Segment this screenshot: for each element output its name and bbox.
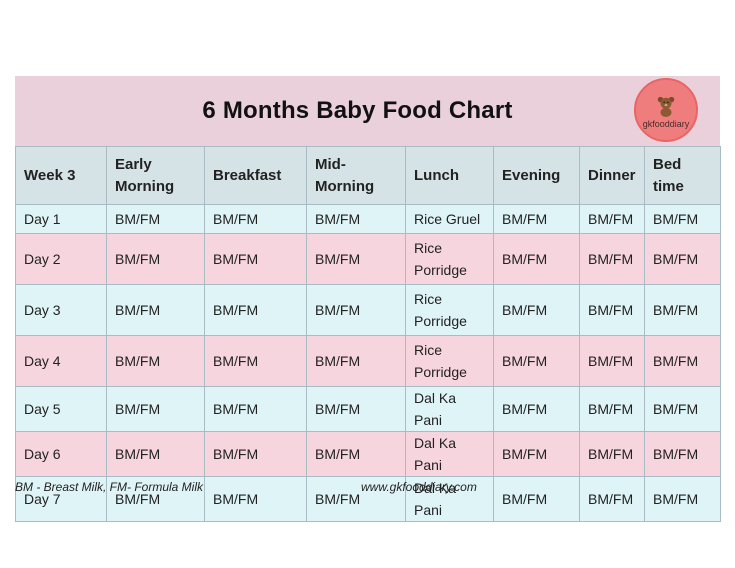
table-cell: BM/FM	[493, 233, 580, 285]
table-cell: BM/FM	[306, 335, 406, 387]
table-cell: BM/FM	[644, 233, 721, 285]
table-cell: Day 7	[15, 476, 107, 522]
table-cell: Day 3	[15, 284, 107, 336]
teddy-bear-icon	[657, 96, 675, 117]
table-cell: BM/FM	[579, 335, 645, 387]
column-header: Breakfast	[204, 146, 307, 205]
table-cell: BM/FM	[579, 233, 645, 285]
table-cell: BM/FM	[306, 204, 406, 234]
table-cell: BM/FM	[493, 204, 580, 234]
column-header: Lunch	[405, 146, 494, 205]
table-cell: BM/FM	[106, 284, 205, 336]
table-cell: BM/FM	[579, 431, 645, 477]
table-cell: Rice Porridge	[405, 233, 494, 285]
table-row: Day 1 BM/FM BM/FM BM/FM Rice Gruel BM/FM…	[15, 204, 721, 234]
title-bar: 6 Months Baby Food Chart gkfooddiary	[15, 76, 720, 146]
table-cell: BM/FM	[306, 431, 406, 477]
table-cell: BM/FM	[644, 204, 721, 234]
table-cell: BM/FM	[204, 431, 307, 477]
table-cell: BM/FM	[204, 233, 307, 285]
table-cell: BM/FM	[204, 284, 307, 336]
table-cell: BM/FM	[106, 386, 205, 432]
logo: gkfooddiary	[634, 78, 698, 142]
logo-text: gkfooddiary	[642, 119, 690, 129]
table-cell: Rice Porridge	[405, 284, 494, 336]
table-row: Day 2 BM/FM BM/FM BM/FM Rice Porridge BM…	[15, 233, 721, 285]
table-cell: Day 4	[15, 335, 107, 387]
table-cell: Dal Ka Pani	[405, 476, 494, 522]
footer-website: www.gkfooddiary.com	[361, 480, 477, 494]
table-row: Day 4 BM/FM BM/FM BM/FM Rice Porridge BM…	[15, 335, 721, 387]
table-row: Day 5 BM/FM BM/FM BM/FM Dal Ka Pani BM/F…	[15, 386, 721, 432]
table-cell: Day 6	[15, 431, 107, 477]
table-cell: BM/FM	[306, 476, 406, 522]
table-cell: Rice Gruel	[405, 204, 494, 234]
table-cell: BM/FM	[493, 335, 580, 387]
table-cell: BM/FM	[493, 386, 580, 432]
table-cell: BM/FM	[579, 386, 645, 432]
table-cell: BM/FM	[204, 386, 307, 432]
table-cell: Dal Ka Pani	[405, 386, 494, 432]
table-cell: BM/FM	[106, 476, 205, 522]
table-cell: BM/FM	[579, 284, 645, 336]
table-cell: BM/FM	[306, 284, 406, 336]
column-header: Early Morning	[106, 146, 205, 205]
table-cell: BM/FM	[579, 204, 645, 234]
food-table: Week 3 Early Morning Breakfast Mid-Morni…	[15, 146, 721, 522]
table-cell: BM/FM	[644, 284, 721, 336]
table-cell: BM/FM	[493, 284, 580, 336]
table-row: Day 6 BM/FM BM/FM BM/FM Dal Ka Pani BM/F…	[15, 431, 721, 477]
table-cell: Day 2	[15, 233, 107, 285]
table-cell: Day 5	[15, 386, 107, 432]
column-header: Evening	[493, 146, 580, 205]
table-row: Day 3 BM/FM BM/FM BM/FM Rice Porridge BM…	[15, 284, 721, 336]
table-cell: BM/FM	[204, 476, 307, 522]
column-header: Mid-Morning	[306, 146, 406, 205]
table-cell: BM/FM	[306, 386, 406, 432]
column-header: Dinner	[579, 146, 645, 205]
table-cell: BM/FM	[106, 335, 205, 387]
table-cell: Dal Ka Pani	[405, 431, 494, 477]
table-cell: BM/FM	[106, 431, 205, 477]
table-cell: BM/FM	[106, 233, 205, 285]
table-cell: BM/FM	[493, 431, 580, 477]
table-cell: BM/FM	[306, 233, 406, 285]
column-header: Bed time	[644, 146, 721, 205]
table-cell: BM/FM	[644, 386, 721, 432]
footer-legend: BM - Breast Milk, FM- Formula Milk	[15, 480, 204, 494]
header-row: Week 3 Early Morning Breakfast Mid-Morni…	[15, 146, 721, 205]
table-row: Day 7 BM/FM BM/FM BM/FM Dal Ka Pani BM/F…	[15, 476, 721, 522]
table-cell: BM/FM	[204, 335, 307, 387]
table-cell: BM/FM	[644, 476, 721, 522]
table-cell: BM/FM	[106, 204, 205, 234]
column-header: Week 3	[15, 146, 107, 205]
table-cell: BM/FM	[644, 431, 721, 477]
table-cell: BM/FM	[579, 476, 645, 522]
table-cell: BM/FM	[204, 204, 307, 234]
table-cell: BM/FM	[493, 476, 580, 522]
food-chart: 6 Months Baby Food Chart gkfooddiary Wee…	[15, 76, 721, 522]
table-cell: BM/FM	[644, 335, 721, 387]
table-cell: Rice Porridge	[405, 335, 494, 387]
table-cell: Day 1	[15, 204, 107, 234]
chart-title: 6 Months Baby Food Chart	[202, 97, 513, 124]
